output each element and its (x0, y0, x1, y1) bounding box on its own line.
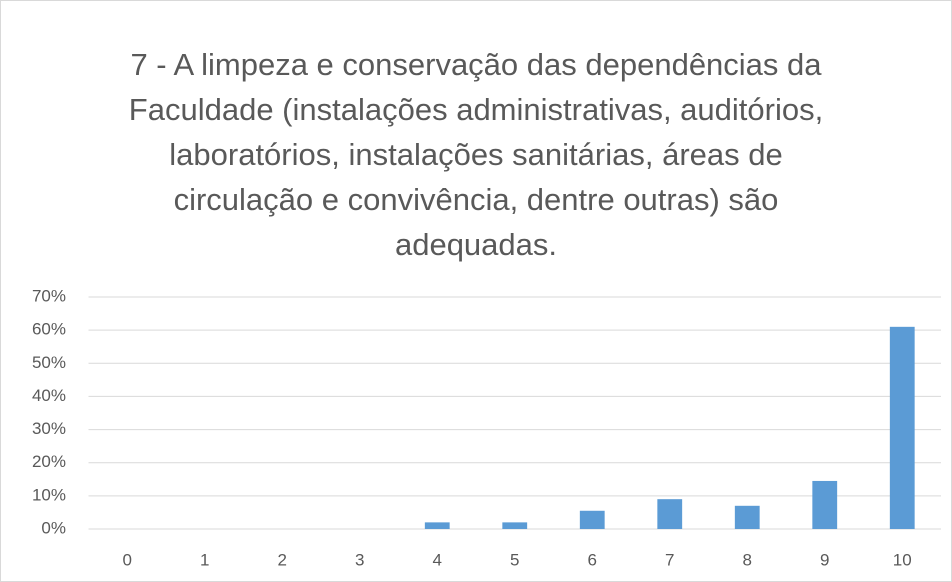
x-tick-label: 7 (665, 550, 674, 569)
bar (812, 480, 838, 529)
bar (424, 522, 450, 529)
y-tick-label: 40% (32, 386, 66, 405)
x-tick-label: 6 (588, 550, 597, 569)
x-tick-label: 2 (278, 550, 287, 569)
y-tick-label: 10% (32, 485, 66, 504)
x-tick-label: 3 (355, 550, 364, 569)
x-tick-label: 9 (820, 550, 829, 569)
bar (579, 510, 605, 529)
bar (734, 505, 760, 529)
x-tick-label: 1 (200, 550, 209, 569)
bar (502, 522, 528, 529)
x-tick-label: 10 (893, 550, 912, 569)
y-tick-label: 60% (32, 320, 66, 339)
y-tick-label: 50% (32, 353, 66, 372)
x-tick-label: 5 (510, 550, 519, 569)
x-tick-label: 8 (743, 550, 752, 569)
bar (657, 499, 683, 529)
chart-title: 7 - A limpeza e conservação das dependên… (128, 47, 824, 262)
x-tick-label: 4 (433, 550, 442, 569)
x-tick-label: 0 (123, 550, 132, 569)
y-tick-label: 0% (41, 518, 66, 537)
bar (889, 326, 915, 529)
y-tick-label: 30% (32, 419, 66, 438)
y-tick-label: 70% (32, 286, 66, 305)
y-tick-label: 20% (32, 452, 66, 471)
